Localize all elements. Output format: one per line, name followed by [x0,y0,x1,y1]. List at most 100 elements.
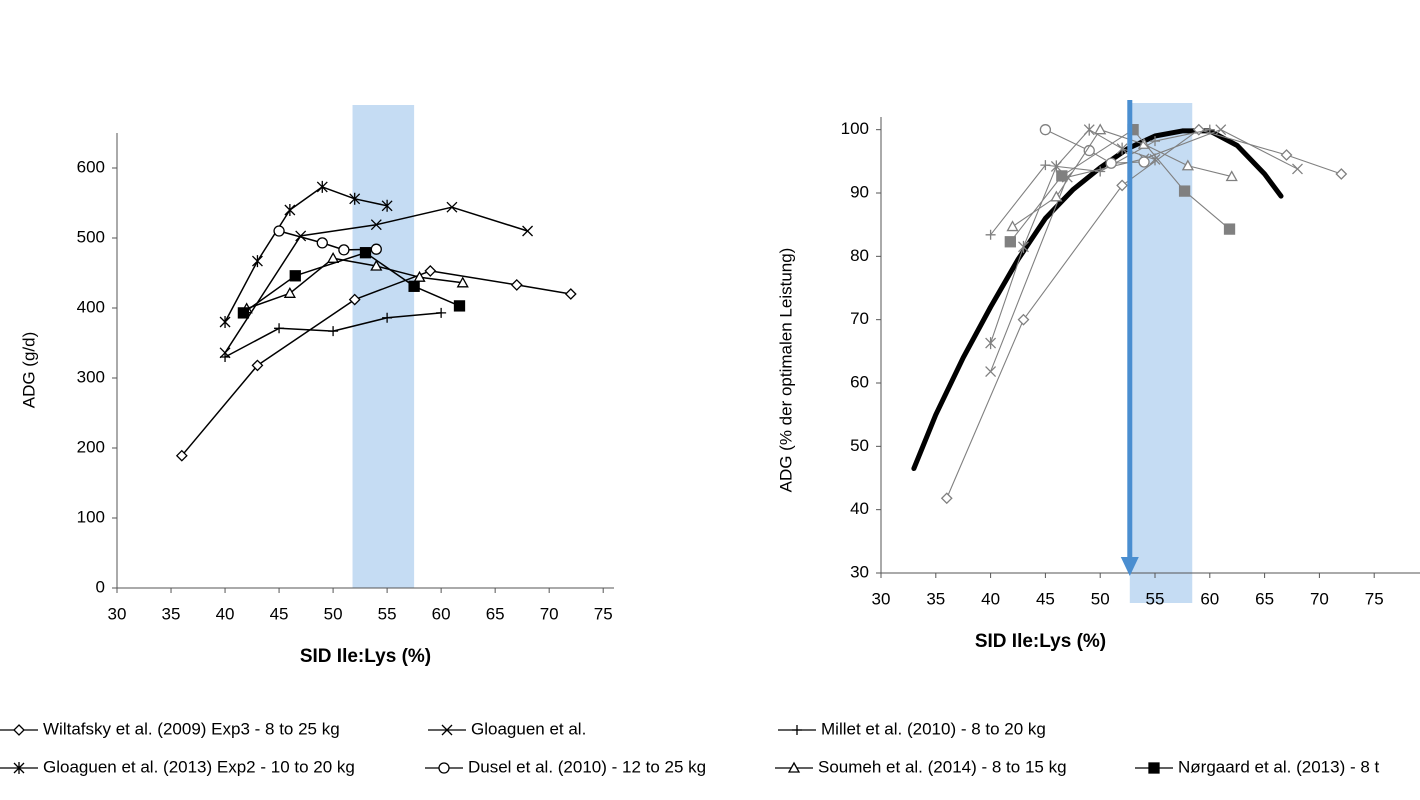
highlight-band [352,105,415,588]
fit-curve [911,128,1284,471]
marker [1178,185,1191,197]
marker [349,192,361,205]
marker [1225,170,1238,182]
y-tick-label: 600 [77,157,105,176]
marker [1204,124,1215,135]
marker [175,449,188,462]
marker [251,359,264,372]
x-axis-label: SID Ile:Lys (%) [300,646,431,667]
legend-label: Dusel et al. (2010) - 12 to 25 kg [468,757,706,776]
marker [1105,157,1117,169]
marker [220,352,231,362]
y-tick-label: 90 [850,182,869,201]
series-line [245,257,464,310]
marker [408,280,420,292]
marker [1006,220,1019,232]
legend-label: Gloaguen et al. [471,719,586,738]
x-tick-label: 70 [540,604,559,623]
x-tick-label: 50 [1091,589,1110,608]
marker [522,225,534,237]
marker [1280,149,1293,161]
marker [436,307,447,318]
marker [441,724,453,736]
marker [1050,190,1063,202]
marker [274,323,285,334]
x-tick-label: 75 [594,604,613,623]
y-tick-label: 300 [77,367,105,386]
marker [370,243,382,255]
marker [985,366,997,378]
marker [237,307,250,319]
marker [446,201,458,213]
marker [251,255,263,268]
marker [1181,159,1194,171]
y-tick-label: 40 [850,499,869,518]
x-tick-label: 50 [324,604,343,623]
marker [1018,240,1029,253]
marker [1148,762,1160,774]
x-tick-label: 35 [926,589,945,608]
marker [792,725,802,735]
marker [348,293,361,306]
series-line [181,270,572,457]
marker [1215,124,1227,136]
y-tick-label: 30 [850,562,869,581]
x-tick-label: 60 [1200,589,1219,608]
x-tick-label: 70 [1310,589,1329,608]
x-tick-label: 35 [162,604,181,623]
x-tick-label: 30 [872,589,891,608]
marker [326,251,340,263]
marker [283,286,296,298]
x-tick-label: 75 [1365,589,1384,608]
y-axis-label: ADG (% der optimalen Leistung) [776,248,795,493]
y-tick-label: 500 [77,227,105,246]
marker [316,237,328,249]
marker [13,762,25,774]
marker [370,259,383,271]
marker [1192,123,1205,136]
x-tick-label: 60 [432,604,451,623]
y-tick-label: 200 [77,437,105,456]
marker [1040,160,1051,171]
marker [284,204,296,216]
legend-label: Soumeh et al. (2014) - 8 to 15 kg [818,757,1067,776]
x-tick-label: 45 [270,604,289,623]
marker [453,300,466,312]
marker [510,278,523,291]
series-line [224,186,388,323]
x-tick-label: 45 [1036,589,1055,608]
series-line [946,129,1342,499]
marker [295,230,307,242]
marker [1083,123,1095,136]
x-tick-label: 65 [1255,589,1274,608]
marker [289,270,301,282]
marker [219,316,231,328]
marker [1138,156,1150,168]
marker [370,219,382,231]
x-tick-label: 40 [216,604,235,623]
marker [1004,236,1016,248]
legend: Wiltafsky et al. (2009) Exp3 - 8 to 25 k… [0,719,1380,776]
highlight-band [1129,103,1193,603]
y-tick-label: 50 [850,436,869,455]
y-axis-label: ADG (g/d) [19,332,38,409]
marker [985,337,997,350]
marker [1223,223,1236,235]
x-tick-label: 55 [378,604,397,623]
x-tick-label: 55 [1146,589,1165,608]
marker [273,225,285,237]
marker [1116,142,1128,155]
marker [564,288,577,300]
marker [1292,163,1303,175]
marker [328,326,339,337]
y-tick-label: 70 [850,309,869,328]
marker [1335,168,1348,180]
legend-label: Millet et al. (2010) - 8 to 20 kg [821,719,1046,738]
legend-label: Nørgaard et al. (2013) - 8 t [1178,757,1380,776]
marker [940,492,953,505]
legend-label: Wiltafsky et al. (2009) Exp3 - 8 to 25 k… [43,719,340,738]
marker [316,180,328,193]
marker [1116,179,1129,192]
